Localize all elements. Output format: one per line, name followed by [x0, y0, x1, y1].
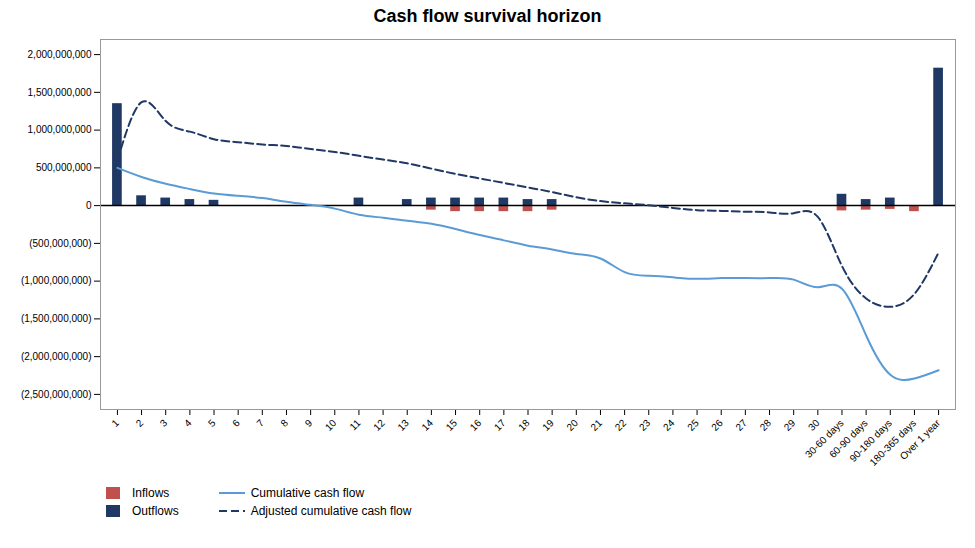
svg-text:4: 4 [182, 417, 194, 429]
svg-text:14: 14 [419, 417, 435, 433]
svg-text:17: 17 [492, 417, 508, 433]
svg-text:(1,500,000,000): (1,500,000,000) [21, 313, 92, 324]
html-text:Cumulative cash flow: Cumulative cash flow [250, 486, 365, 500]
svg-text:(2,000,000,000): (2,000,000,000) [21, 351, 92, 362]
svg-text:3: 3 [158, 417, 170, 429]
svg-text:0: 0 [86, 200, 92, 211]
svg-text:(500,000,000): (500,000,000) [29, 238, 91, 249]
svg-text:2,000,000,000: 2,000,000,000 [28, 49, 92, 60]
svg-text:16: 16 [468, 417, 484, 433]
svg-text:10: 10 [323, 417, 339, 433]
svg-text:11: 11 [347, 417, 362, 432]
svg-text:180-365 days: 180-365 days [867, 417, 919, 468]
svg-text:(1,000,000,000): (1,000,000,000) [21, 275, 92, 286]
html-text:Adjusted cumulative cash flow: Adjusted cumulative cash flow [250, 504, 412, 518]
svg-text:18: 18 [516, 417, 532, 433]
svg-text:21: 21 [588, 417, 604, 433]
html-text:Cash flow survival horizon: Cash flow survival horizon [373, 6, 602, 26]
svg-text:13: 13 [395, 417, 411, 433]
svg-text:6: 6 [230, 417, 242, 429]
html-text:Outflows: Outflows [132, 504, 179, 518]
svg-text:1,000,000,000: 1,000,000,000 [28, 124, 92, 135]
svg-text:1: 1 [109, 417, 121, 429]
svg-text:90-180 days: 90-180 days [847, 417, 894, 464]
svg-text:19: 19 [540, 417, 556, 433]
html-text:Inflows: Inflows [132, 486, 170, 500]
svg-text:30: 30 [806, 417, 822, 433]
svg-text:29: 29 [782, 417, 798, 433]
svg-text:25: 25 [685, 417, 701, 433]
svg-text:7: 7 [254, 417, 266, 429]
svg-text:(2,500,000,000): (2,500,000,000) [21, 389, 92, 400]
svg-text:8: 8 [278, 417, 290, 429]
svg-text:24: 24 [661, 417, 677, 433]
svg-text:1,500,000,000: 1,500,000,000 [28, 87, 92, 98]
svg-text:12: 12 [371, 417, 387, 433]
svg-text:20: 20 [564, 417, 580, 433]
svg-text:2: 2 [134, 417, 146, 429]
svg-text:60-90 days: 60-90 days [827, 417, 870, 460]
svg-text:23: 23 [637, 417, 653, 433]
svg-text:500,000,000: 500,000,000 [36, 162, 92, 173]
svg-text:28: 28 [758, 417, 774, 433]
svg-text:22: 22 [613, 417, 629, 433]
svg-text:27: 27 [733, 417, 749, 433]
svg-text:5: 5 [206, 417, 218, 429]
svg-text:Over 1 year: Over 1 year [898, 417, 943, 462]
svg-text:15: 15 [444, 417, 460, 433]
svg-text:30-60 days: 30-60 days [802, 417, 846, 460]
svg-text:9: 9 [303, 417, 315, 429]
svg-text:26: 26 [709, 417, 725, 433]
